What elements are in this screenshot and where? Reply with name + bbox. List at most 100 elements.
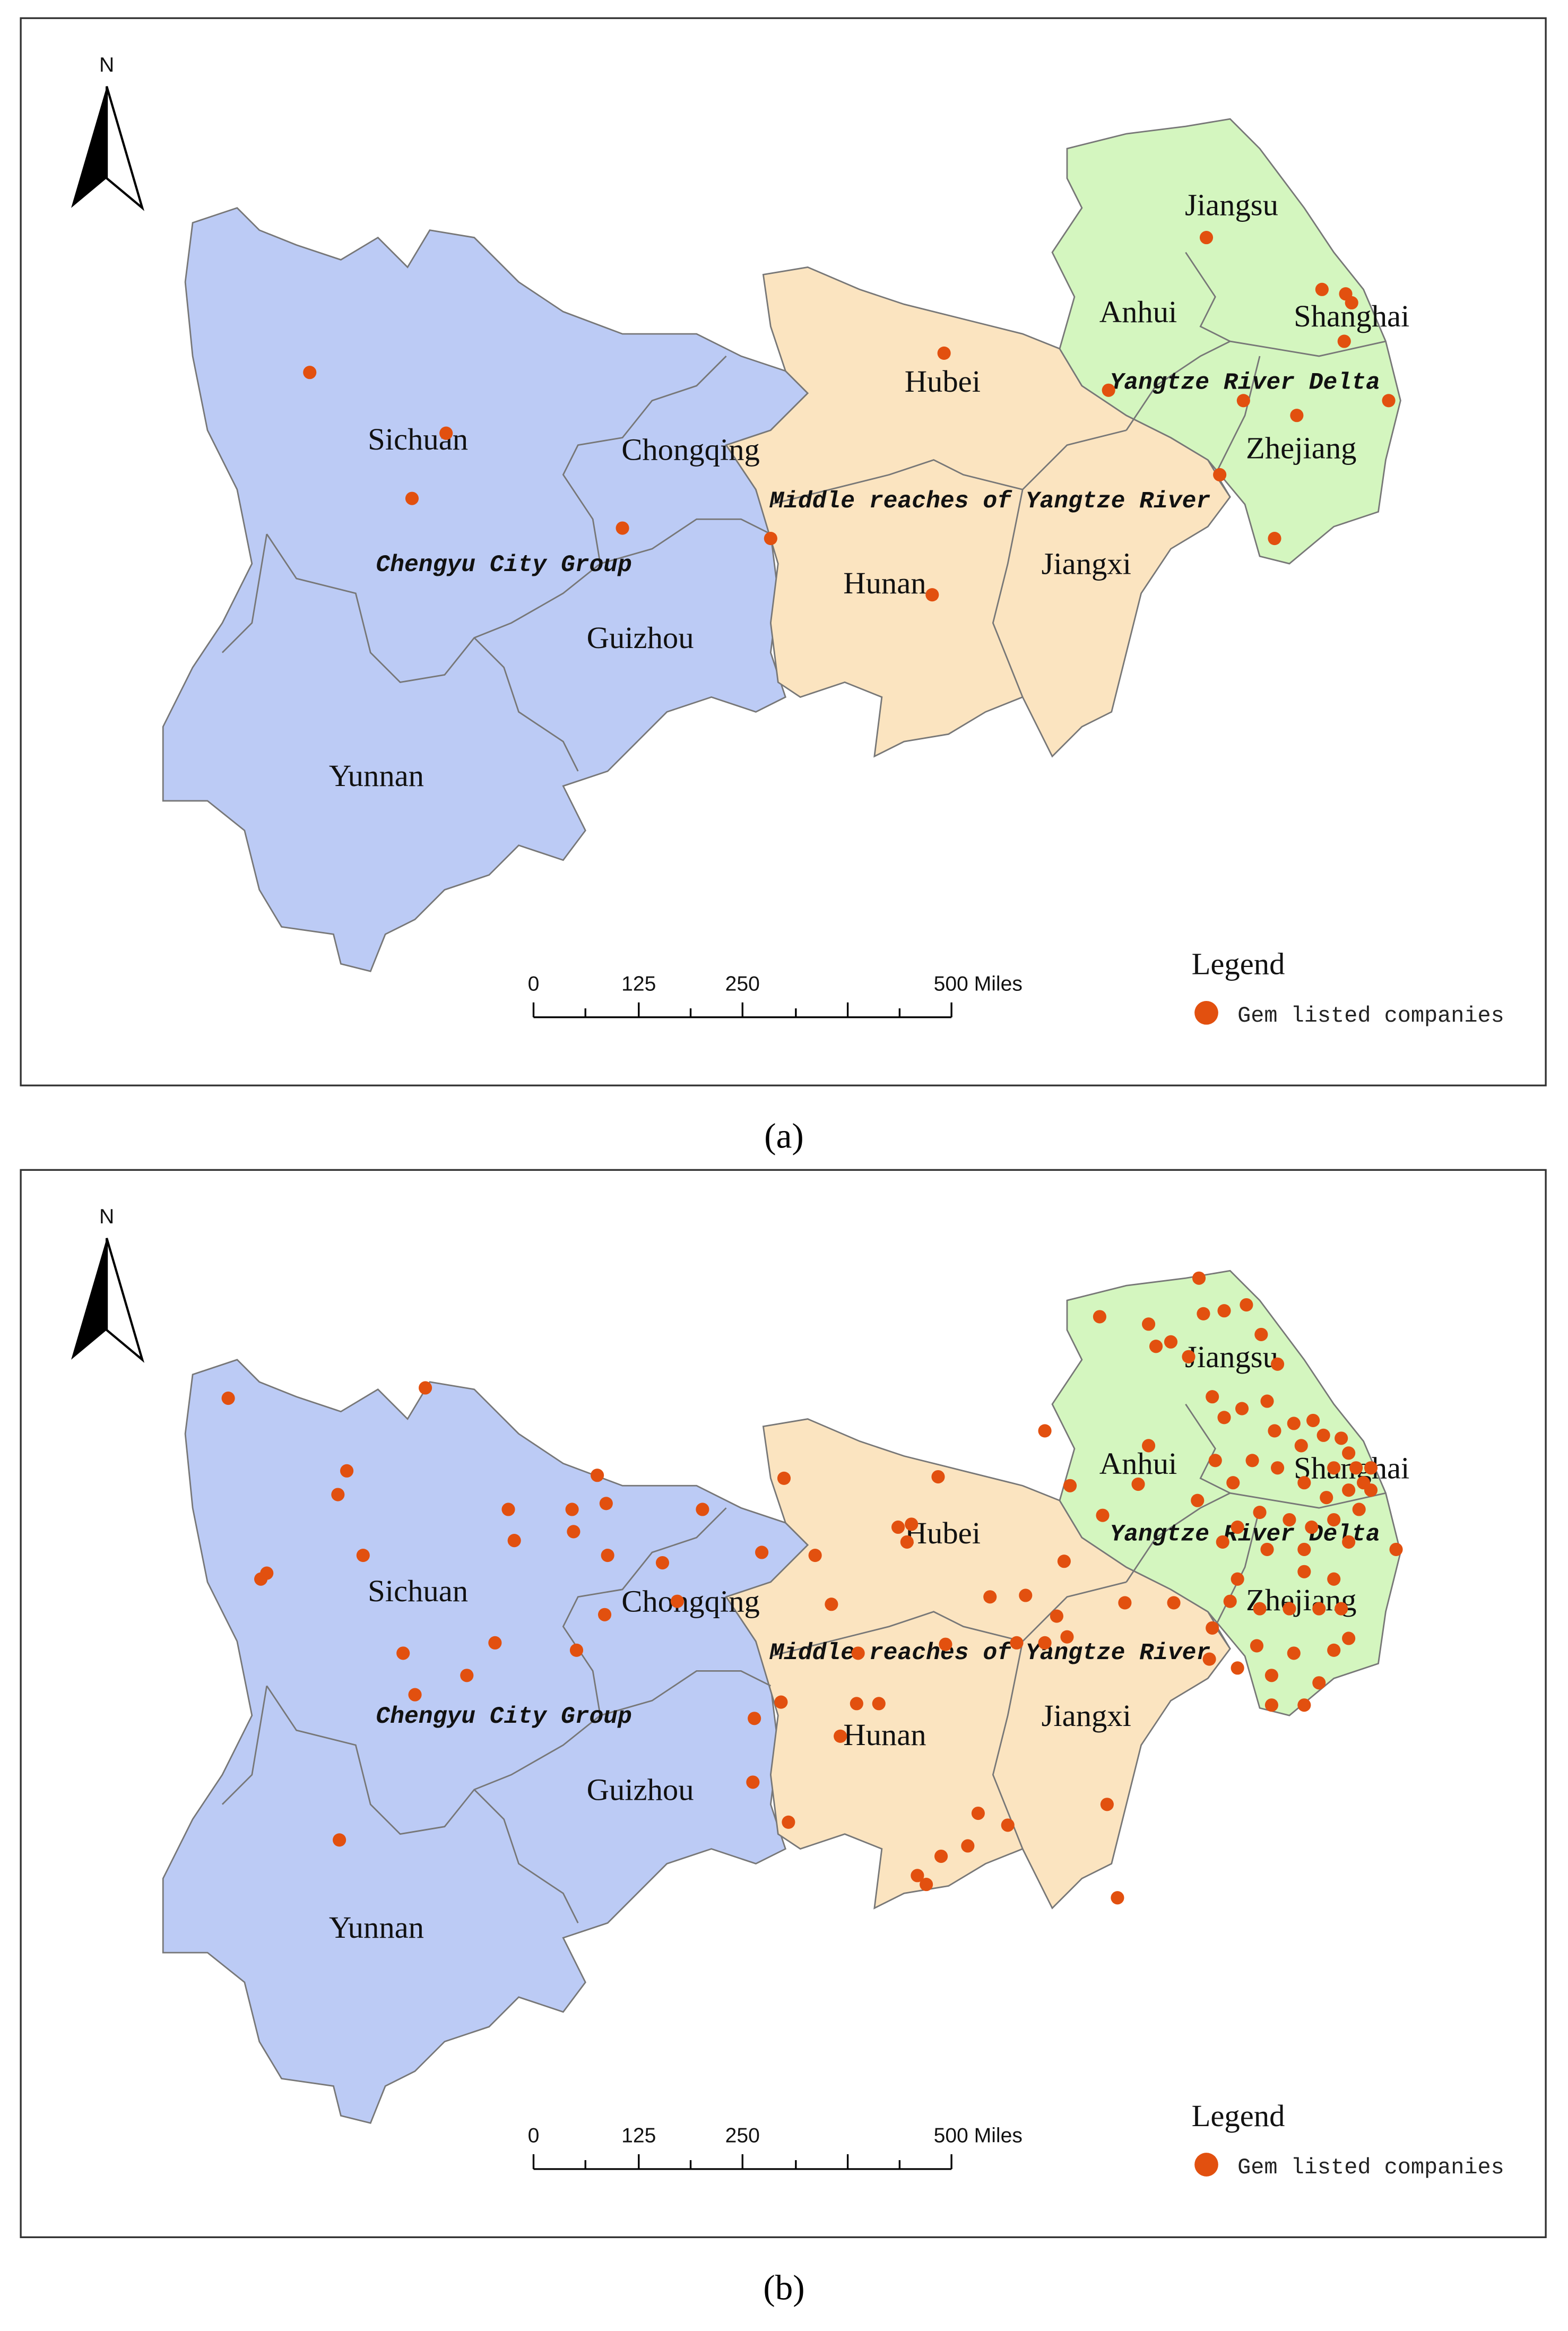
region-label: Chengyu City Group: [376, 552, 632, 579]
province-border: [600, 1670, 771, 1716]
company-point: [1191, 1493, 1205, 1507]
company-point: [601, 1548, 614, 1562]
region-label: Chengyu City Group: [376, 1704, 632, 1730]
company-point: [1297, 1698, 1311, 1712]
region-label: Anhui: [1099, 295, 1177, 329]
company-point: [1096, 1508, 1110, 1522]
company-point: [931, 1470, 945, 1484]
province-border: [1125, 1492, 1386, 1583]
company-point: [1182, 1350, 1196, 1363]
company-point: [1236, 394, 1250, 408]
company-point: [1206, 1621, 1219, 1635]
legend-item: Gem listed companies: [1237, 2155, 1504, 2180]
company-point: [1250, 1639, 1264, 1653]
company-point: [1305, 1520, 1319, 1534]
panel-caption: (b): [763, 2268, 804, 2308]
company-point: [1335, 1602, 1348, 1616]
company-point: [569, 1643, 584, 1657]
region-label: Middle reaches of Yangtze River: [769, 1640, 1210, 1667]
company-point: [834, 1729, 847, 1743]
region-label: Zhejiang: [1246, 431, 1356, 465]
company-point: [1235, 1402, 1249, 1415]
company-point: [1382, 394, 1396, 408]
company-point: [1057, 1555, 1071, 1568]
company-point: [1364, 1461, 1378, 1475]
company-point: [1264, 1669, 1278, 1682]
company-point: [934, 1849, 948, 1863]
region-label: Yangtze River Delta: [1110, 369, 1380, 396]
region-yangtze-delta: [1051, 1270, 1401, 1716]
region-label: Jiangxi: [1042, 1698, 1131, 1733]
company-point: [599, 1497, 613, 1510]
region-label: Sichuan: [368, 1574, 468, 1608]
company-point: [1131, 1477, 1145, 1491]
company-point: [1335, 1431, 1348, 1445]
company-point: [1271, 1461, 1285, 1475]
company-point: [696, 1503, 709, 1516]
north-label: N: [99, 1205, 114, 1228]
company-point: [1312, 1602, 1326, 1616]
company-point: [1060, 1630, 1074, 1644]
company-point: [774, 1695, 788, 1709]
company-point: [331, 1488, 345, 1501]
company-point: [1268, 1424, 1281, 1438]
company-point: [1149, 1340, 1163, 1353]
company-points: [221, 1271, 1403, 1905]
company-point: [1216, 1535, 1229, 1549]
company-point: [1287, 1417, 1301, 1430]
company-point: [891, 1520, 905, 1534]
province-border: [221, 1686, 268, 1805]
company-point: [1142, 1317, 1156, 1331]
province-border: [221, 533, 268, 653]
company-point: [1118, 1596, 1132, 1610]
legend-item: Gem listed companies: [1237, 1003, 1504, 1029]
region-label: Hubei: [905, 364, 981, 399]
company-point: [507, 1534, 521, 1548]
company-point: [925, 588, 939, 602]
province-border: [266, 356, 727, 683]
region-label: Chongqing: [621, 433, 760, 467]
company-point: [221, 1391, 235, 1405]
company-point: [1260, 1394, 1274, 1408]
province-border: [992, 489, 1024, 697]
legend-symbol: [1194, 1000, 1218, 1025]
company-point: [1231, 1572, 1244, 1586]
company-point: [1389, 1542, 1403, 1556]
company-point: [1142, 1439, 1156, 1453]
company-point: [1010, 1636, 1024, 1650]
company-point: [764, 531, 777, 546]
company-point: [655, 1556, 670, 1570]
company-point: [1093, 1310, 1106, 1324]
company-point: [1226, 1476, 1240, 1490]
company-point: [1102, 383, 1115, 397]
company-point: [597, 1608, 612, 1621]
province-border: [600, 518, 771, 565]
company-point: [1192, 1271, 1206, 1285]
company-point: [1327, 1513, 1341, 1527]
region-chengyu: [162, 1359, 809, 2124]
company-point: [419, 1381, 432, 1395]
north-label: N: [99, 54, 114, 76]
company-point: [1164, 1335, 1178, 1349]
company-point: [777, 1471, 791, 1485]
company-point: [1342, 1446, 1356, 1460]
company-point: [900, 1535, 914, 1549]
company-point: [591, 1469, 604, 1482]
company-point: [1197, 1307, 1210, 1320]
region-label: Yunnan: [329, 758, 424, 793]
scale-label: 125: [621, 2125, 656, 2147]
company-point: [1019, 1588, 1033, 1602]
company-point: [356, 1548, 370, 1562]
scale-label: 0: [528, 2125, 540, 2147]
region-label: Hunan: [843, 1717, 926, 1752]
company-point: [1320, 1491, 1333, 1505]
region-label: Hunan: [843, 566, 926, 600]
company-point: [1306, 1413, 1320, 1427]
company-point: [1063, 1479, 1077, 1492]
scale-label: 0: [528, 972, 540, 995]
company-point: [1038, 1636, 1052, 1650]
north-arrow-right: [106, 1238, 145, 1363]
company-point: [1264, 1698, 1278, 1712]
scale-label: 250: [725, 2125, 760, 2147]
